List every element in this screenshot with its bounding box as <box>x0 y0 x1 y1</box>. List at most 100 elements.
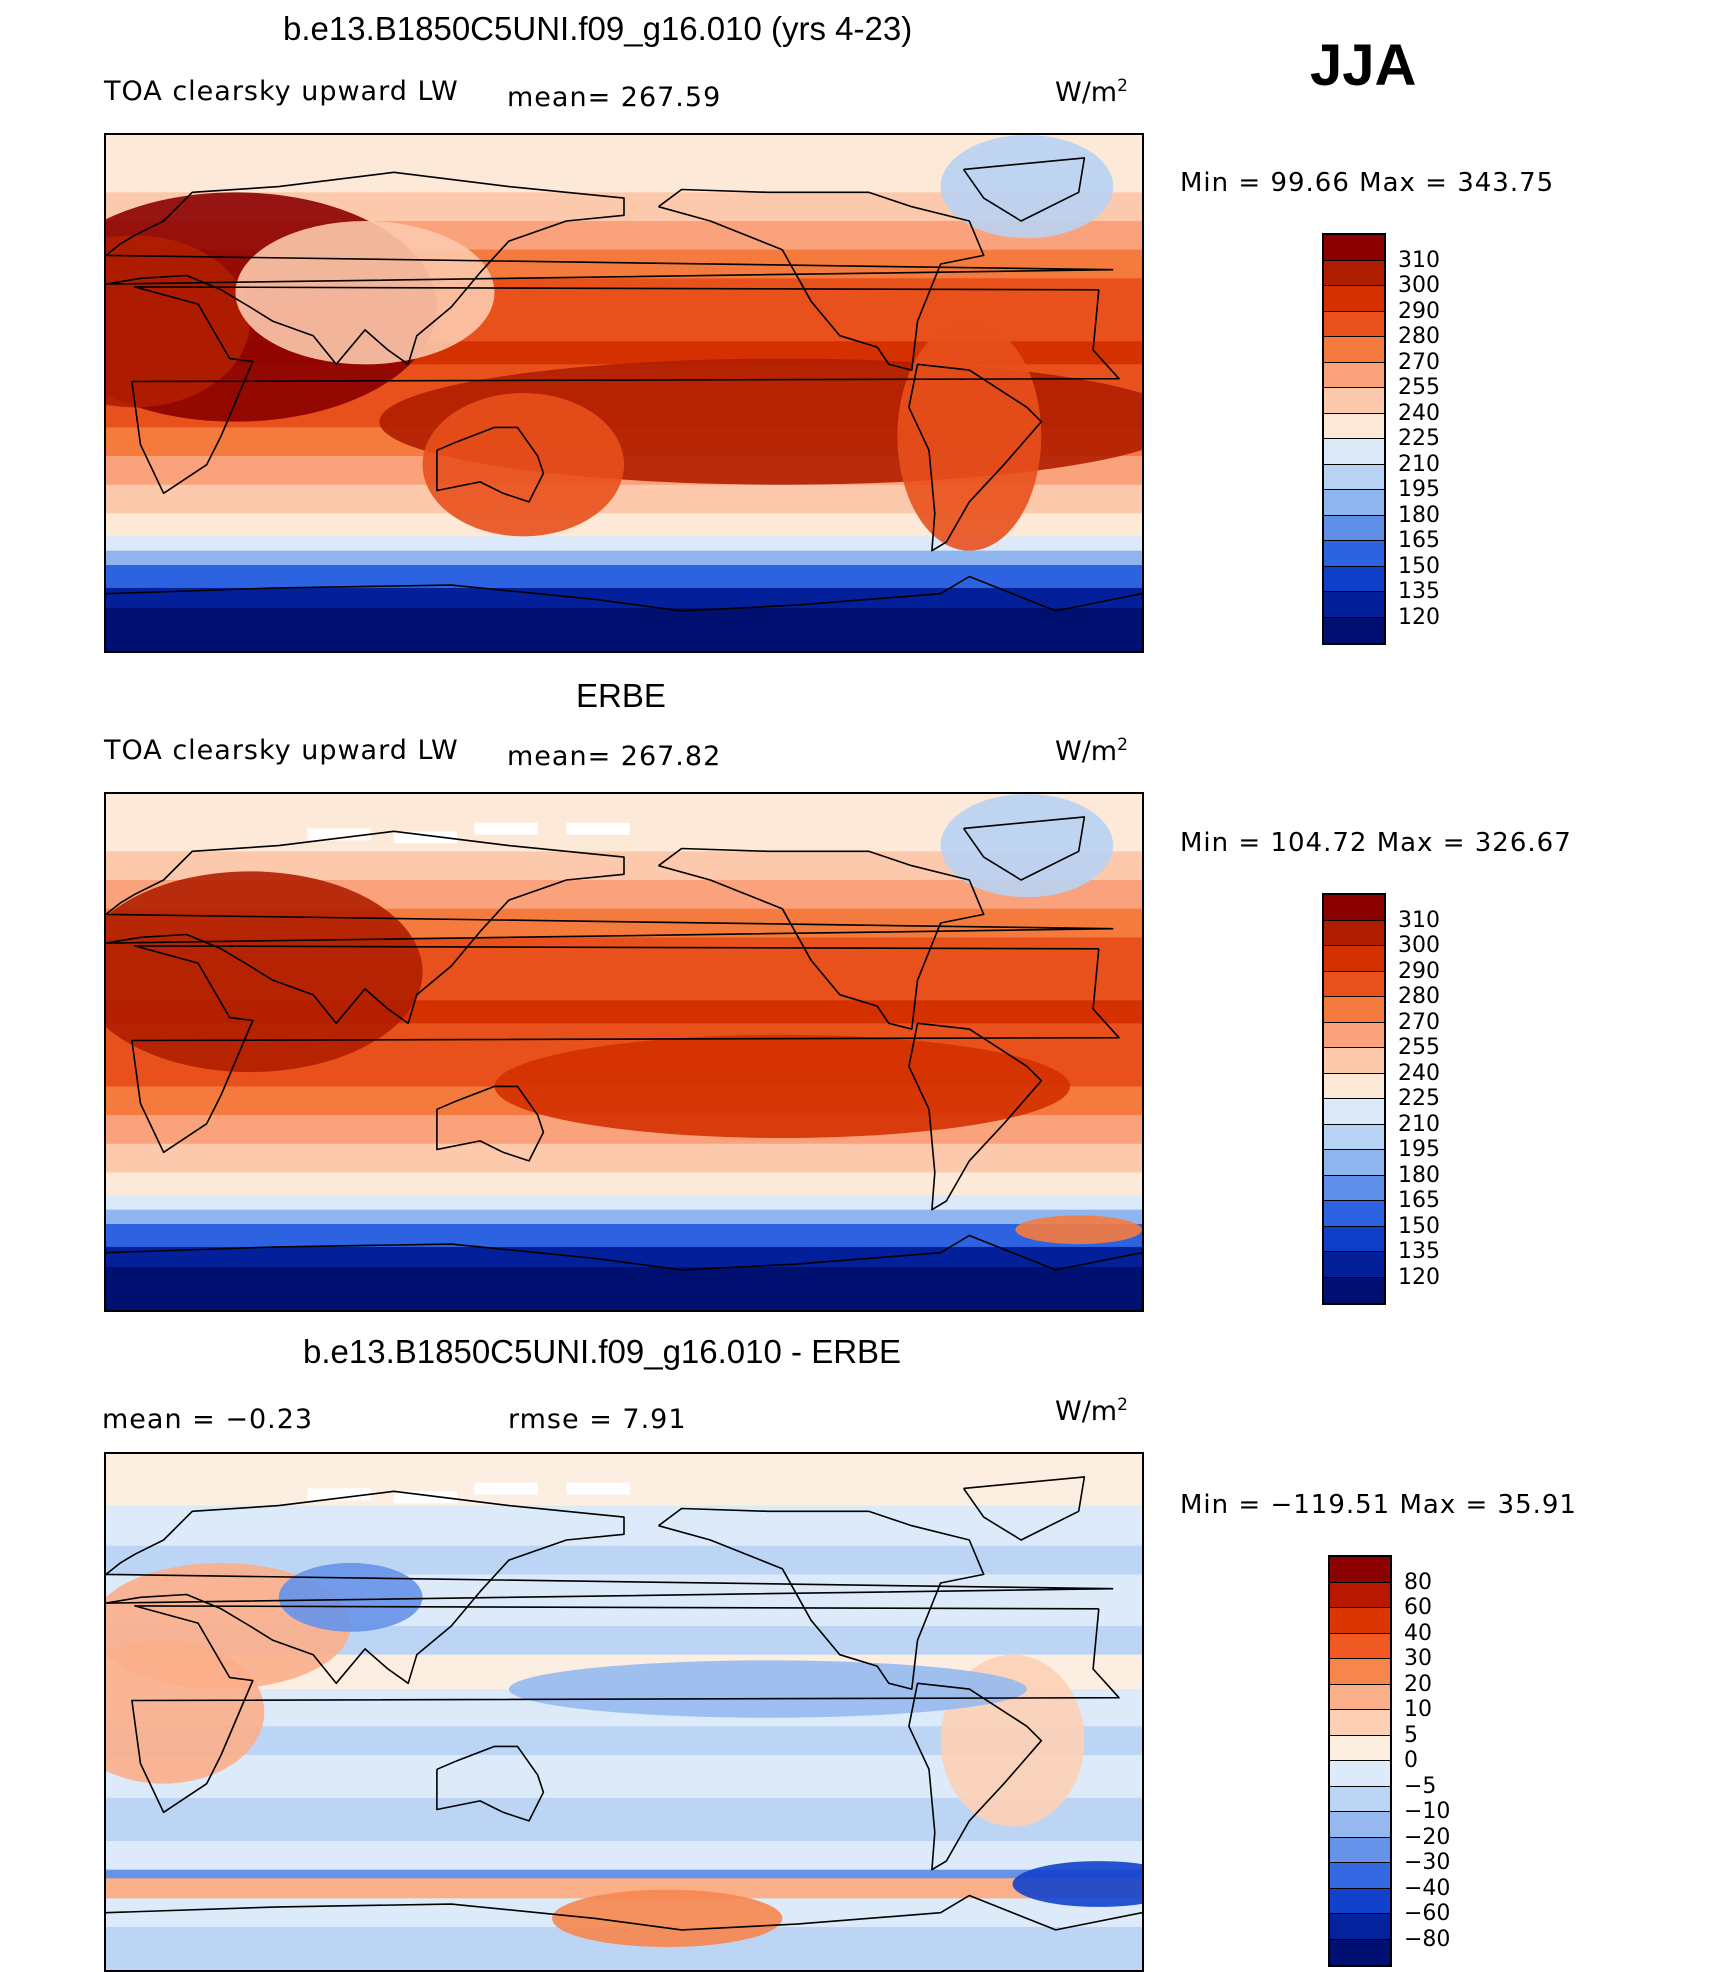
colorbar-swatches <box>1322 893 1386 1305</box>
colorbar-swatch <box>1324 1201 1384 1227</box>
field-band <box>106 1246 1142 1268</box>
colorbar-swatch <box>1324 1226 1384 1252</box>
colorbar-swatch <box>1324 490 1384 516</box>
missing-data-patch <box>474 822 538 835</box>
colorbar-tick-label: 310 <box>1398 247 1440 273</box>
panel-1-map-field <box>106 135 1142 651</box>
missing-data-patch <box>474 1482 538 1495</box>
colorbar-tick-label: 210 <box>1398 1111 1440 1137</box>
field-band <box>106 1172 1142 1197</box>
coastline <box>106 1234 1142 1271</box>
panel-1-variable-label: TOA clearsky upward LW <box>104 76 459 107</box>
field-feature <box>235 221 495 365</box>
colorbar-tick-label: 255 <box>1398 375 1440 400</box>
colorbar-swatches <box>1322 233 1386 645</box>
coastline <box>106 1894 1142 1931</box>
colorbar-swatch <box>1324 1175 1384 1201</box>
colorbar-swatch <box>1324 388 1384 414</box>
field-feature <box>1015 1215 1142 1245</box>
panel-2-map-field <box>106 794 1142 1310</box>
coastline <box>131 286 1120 495</box>
field-band <box>106 1224 1142 1248</box>
colorbar-tick-label: −30 <box>1404 1850 1451 1875</box>
colorbar-swatch <box>1324 311 1384 337</box>
colorbar-swatch <box>1330 1863 1390 1889</box>
colorbar-tick-label: 195 <box>1398 1137 1440 1162</box>
colorbar-swatch <box>1324 337 1384 363</box>
coastline <box>436 1745 545 1822</box>
panel-1-minmax: Min = 99.66 Max = 343.75 <box>1180 168 1555 198</box>
coastline <box>131 1605 1120 1814</box>
colorbar-tick-label: 270 <box>1398 349 1440 375</box>
coastline <box>962 1476 1086 1541</box>
missing-data-patch <box>566 1482 630 1495</box>
coastline <box>131 945 1120 1154</box>
colorbar-swatch <box>1324 1022 1384 1048</box>
colorbar-tick-label: 240 <box>1398 1060 1440 1086</box>
field-feature <box>897 321 1042 551</box>
colorbar-swatch <box>1330 1633 1390 1659</box>
colorbar-tick-label: 225 <box>1398 426 1440 451</box>
panel-2-title: ERBE <box>576 677 666 714</box>
colorbar-tick-label: 270 <box>1398 1009 1440 1035</box>
field-band <box>106 1841 1142 1871</box>
colorbar-swatch <box>1330 1710 1390 1736</box>
coastline <box>908 363 1043 552</box>
panel-3-mean-label: mean = −0.23 <box>102 1404 314 1435</box>
field-band <box>106 513 1142 538</box>
colorbar-swatch <box>1324 566 1384 592</box>
colorbar-swatch <box>1324 997 1384 1023</box>
field-band <box>106 536 1142 552</box>
colorbar-tick-label: 195 <box>1398 477 1440 502</box>
panel-1-units: W/m2 <box>1055 76 1128 108</box>
coastline <box>658 188 985 371</box>
panel-3-map-field <box>106 1454 1142 1970</box>
colorbar-tick-label: 165 <box>1398 528 1440 553</box>
colorbar-tick-label: −40 <box>1404 1875 1451 1901</box>
coastline <box>436 426 545 503</box>
colorbar-tick-label: 80 <box>1404 1569 1432 1595</box>
season-label: JJA <box>1310 33 1417 98</box>
colorbar-swatch <box>1324 592 1384 618</box>
colorbar-swatch <box>1330 1659 1390 1685</box>
panel-2-minmax: Min = 104.72 Max = 326.67 <box>1180 828 1572 858</box>
colorbar-swatch <box>1324 895 1384 921</box>
coastline <box>106 171 1114 366</box>
field-band <box>106 1267 1142 1310</box>
colorbar-tick-label: −20 <box>1404 1824 1451 1850</box>
colorbar-tick-label: 165 <box>1398 1188 1440 1213</box>
colorbar-tick-label: 150 <box>1398 1213 1440 1239</box>
field-feature <box>552 1889 783 1948</box>
field-feature <box>508 1660 1027 1718</box>
missing-data-patch <box>307 828 371 841</box>
field-band <box>106 1209 1142 1225</box>
colorbar-tick-label: 290 <box>1398 958 1440 984</box>
colorbar-swatch <box>1330 1557 1390 1583</box>
colorbar-tick-label: 300 <box>1398 273 1440 298</box>
field-feature <box>940 794 1114 898</box>
field-band <box>106 1143 1142 1174</box>
field-band <box>106 608 1142 651</box>
colorbar-swatch <box>1324 260 1384 286</box>
colorbar-tick-label: 290 <box>1398 298 1440 324</box>
field-band <box>106 1454 1142 1507</box>
colorbar-swatch <box>1330 1735 1390 1761</box>
colorbar-swatch <box>1330 1684 1390 1710</box>
colorbar-swatch <box>1330 1888 1390 1914</box>
colorbar-tick-label: 150 <box>1398 553 1440 579</box>
colorbar-swatch <box>1324 286 1384 312</box>
coastline <box>908 1682 1043 1871</box>
colorbar-tick-label: 20 <box>1404 1671 1432 1697</box>
missing-data-patch <box>307 1488 371 1501</box>
field-band <box>106 1869 1142 1880</box>
colorbar-swatch <box>1324 541 1384 567</box>
colorbar-swatch <box>1330 1812 1390 1838</box>
field-band <box>106 587 1142 609</box>
colorbar-swatches <box>1328 1555 1392 1967</box>
field-feature <box>106 871 423 1073</box>
field-band <box>106 550 1142 566</box>
missing-data-patch <box>566 822 630 835</box>
panel-3-units: W/m2 <box>1055 1395 1128 1427</box>
panel-3-rmse-label: rmse = 7.91 <box>508 1404 687 1435</box>
field-band <box>106 1878 1142 1900</box>
